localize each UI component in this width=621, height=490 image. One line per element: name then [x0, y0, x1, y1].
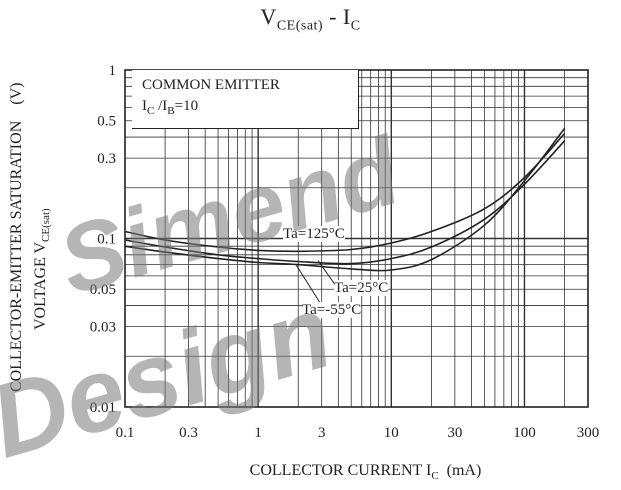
series-line-25c — [124, 140, 566, 265]
chart-title: VCE(sat) - IC — [260, 4, 361, 34]
leader-line-25c — [317, 260, 337, 287]
series-line-minus55c — [124, 127, 566, 272]
x-tick-label: 0.1 — [116, 425, 135, 441]
x-tick-label: 30 — [447, 425, 462, 441]
y-tick-label: 0.01 — [90, 400, 116, 416]
x-tick-label: 3 — [318, 425, 326, 441]
y-tick-label: 0.3 — [97, 151, 116, 167]
series-label-125c: Ta=125°C — [283, 226, 345, 242]
series-line-125c — [124, 132, 566, 253]
x-tick-label: 300 — [577, 425, 600, 441]
x-tick-label: 0.3 — [179, 425, 198, 441]
x-tick-label: 1 — [254, 425, 262, 441]
y-tick-label: 0.05 — [90, 282, 116, 298]
x-tick-label: 10 — [384, 425, 399, 441]
x-axis-label: COLLECTOR CURRENT IC (mA) — [249, 462, 482, 483]
legend-box: COMMON EMITTER IC /IB=10 — [132, 70, 359, 129]
x-tick-label: 100 — [513, 425, 536, 441]
y-tick-label: 0.5 — [97, 114, 116, 130]
leader-line-minus55c — [295, 264, 323, 307]
y-tick-label: 1 — [109, 63, 117, 79]
series-label-25c: Ta=25°C — [334, 280, 389, 296]
series-label-minus55c: Ta=-55°C — [302, 302, 362, 318]
y-tick-label: 0.03 — [90, 320, 116, 336]
y-tick-label: 0.1 — [97, 232, 116, 248]
legend-line2: IC /IB=10 — [142, 98, 199, 117]
legend-line1: COMMON EMITTER — [142, 77, 280, 93]
